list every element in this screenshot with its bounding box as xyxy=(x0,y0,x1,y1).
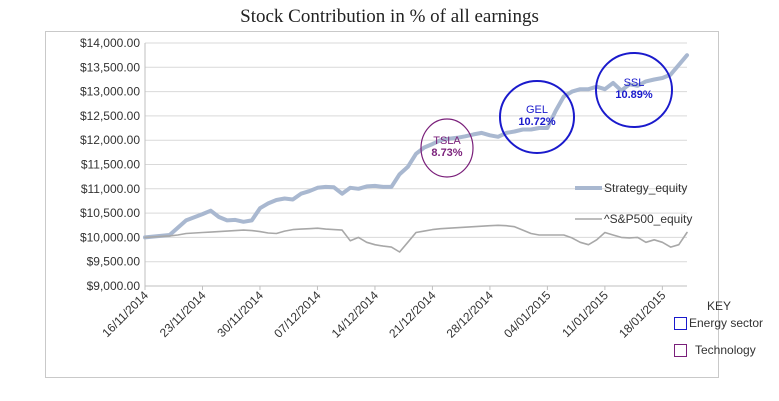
chart-frame xyxy=(45,31,719,378)
annotation-stock-name: GEL xyxy=(526,104,548,116)
annotation-circle xyxy=(420,118,474,178)
technology-swatch-icon xyxy=(674,343,687,357)
y-tick-label: $13,500.00 xyxy=(80,60,140,74)
key-item-energy-sector: Energy sector xyxy=(674,316,763,330)
x-tick-label: 07/12/2014 xyxy=(271,288,324,341)
sp500-equity-line xyxy=(144,224,688,253)
x-tick-label: 30/11/2014 xyxy=(214,288,266,340)
annotation-stock-value: 8.73% xyxy=(431,147,462,159)
y-tick-label: $10,500.00 xyxy=(80,206,140,220)
x-tick-label: 11/01/2015 xyxy=(559,288,611,340)
y-tick-label: $14,000.00 xyxy=(80,36,140,50)
key-item-label: Technology xyxy=(695,343,756,357)
grid-lines xyxy=(145,42,687,287)
annotation-stock-value: 10.89% xyxy=(615,89,653,101)
series-lines xyxy=(143,53,689,253)
chart-title: Stock Contribution in % of all earnings xyxy=(240,6,539,27)
y-tick-label: $11,000.00 xyxy=(81,182,140,196)
annotation-stock-value: 10.72% xyxy=(518,116,556,128)
x-axis: 16/11/2014 23/11/2014 30/11/2014 07/12/2014… xyxy=(99,285,687,341)
x-tick-label: 21/12/2014 xyxy=(386,288,439,341)
x-tick-label: 28/12/2014 xyxy=(444,288,497,341)
x-tick-label: 23/11/2014 xyxy=(157,288,209,340)
x-tick-label: 04/01/2015 xyxy=(501,288,554,341)
energy-sector-swatch-icon xyxy=(674,316,687,330)
key-item-technology: Technology xyxy=(674,343,756,357)
y-tick-label: $10,000.00 xyxy=(80,230,140,244)
legend: Strategy_equity ^S&P500_equity xyxy=(575,181,692,226)
annotation-circle xyxy=(595,52,673,128)
annotation-stock-name: SSL xyxy=(624,77,645,89)
y-tick-label: $12,000.00 xyxy=(80,133,140,147)
x-tick-label: 14/12/2014 xyxy=(329,288,382,341)
y-tick-label: $13,000.00 xyxy=(80,85,140,99)
y-tick-label: $11,500.00 xyxy=(81,158,140,172)
annotation-circle xyxy=(499,80,575,154)
legend-strategy-label: Strategy_equity xyxy=(604,181,687,195)
y-tick-label: $9,500.00 xyxy=(87,255,141,269)
x-tick-label: 16/11/2014 xyxy=(99,288,151,340)
legend-sp500-label: ^S&P500_equity xyxy=(604,212,692,226)
annotation-stock-name: TSLA xyxy=(433,135,461,147)
x-tick-label: 18/01/2015 xyxy=(616,288,669,341)
y-axis: $14,000.00 $13,500.00 $13,000.00 $12,500.00… xyxy=(80,36,146,293)
y-tick-label: $12,500.00 xyxy=(80,109,140,123)
strategy-equity-line xyxy=(143,53,689,240)
key-item-label: Energy sector xyxy=(689,316,764,330)
key-title: KEY xyxy=(707,299,732,313)
y-tick-label: $9,000.00 xyxy=(87,279,141,293)
